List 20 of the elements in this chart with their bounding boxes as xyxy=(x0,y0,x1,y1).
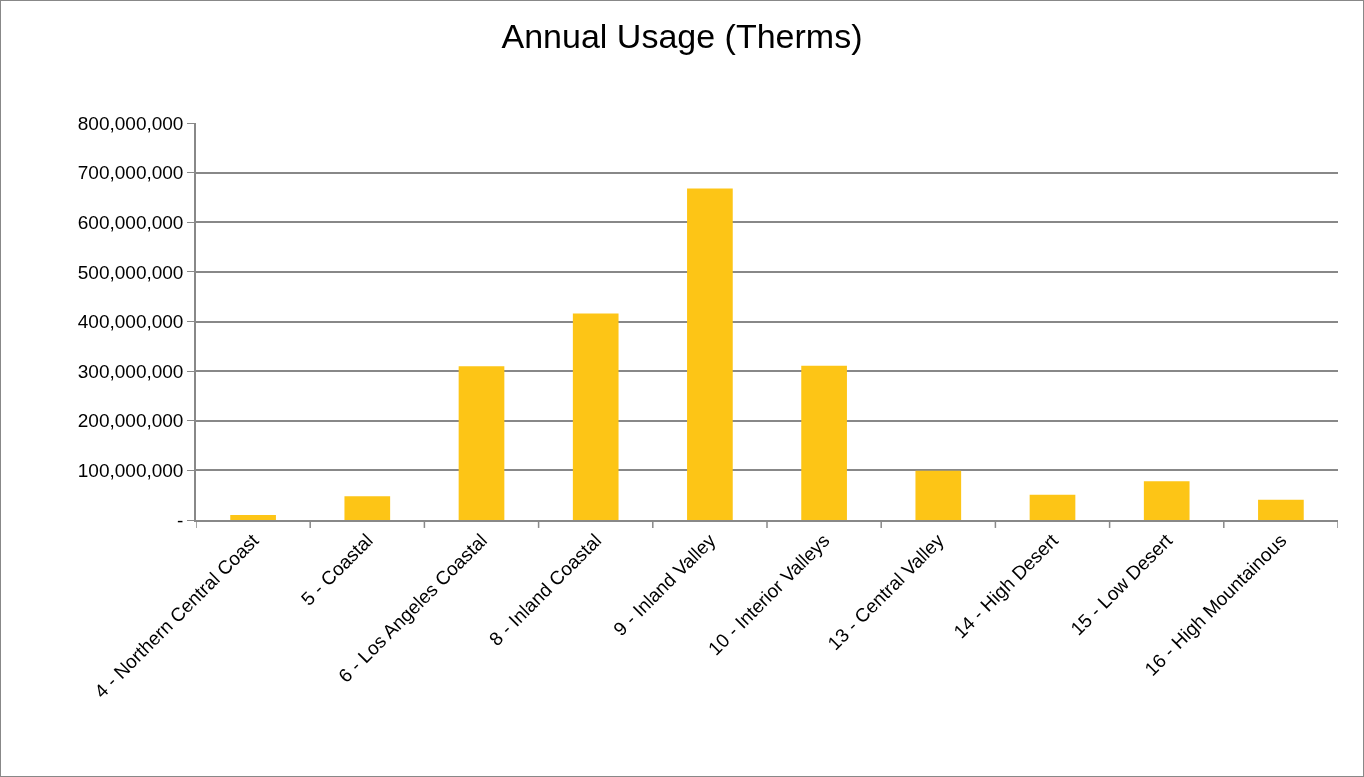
y-tick-label: 700,000,000 xyxy=(77,162,184,184)
y-tick-label: 400,000,000 xyxy=(77,311,184,333)
y-tick-label: 600,000,000 xyxy=(77,211,184,233)
y-tick-label: 800,000,000 xyxy=(77,112,184,134)
bar xyxy=(801,365,847,520)
bar xyxy=(230,515,276,520)
bar xyxy=(915,470,962,520)
bar xyxy=(1143,481,1190,520)
bar xyxy=(572,313,619,520)
y-tick-label: 200,000,000 xyxy=(77,410,184,432)
bar xyxy=(344,496,391,520)
bar xyxy=(458,366,505,520)
y-tick-label: - xyxy=(177,509,184,531)
y-tick-label: 500,000,000 xyxy=(77,261,184,283)
chart-title: Annual Usage (Therms) xyxy=(501,16,863,55)
y-tick-label: 300,000,000 xyxy=(77,360,184,382)
y-tick-label: 100,000,000 xyxy=(77,460,184,482)
bar xyxy=(1029,494,1076,520)
bar xyxy=(687,188,733,520)
bar xyxy=(1258,499,1304,520)
